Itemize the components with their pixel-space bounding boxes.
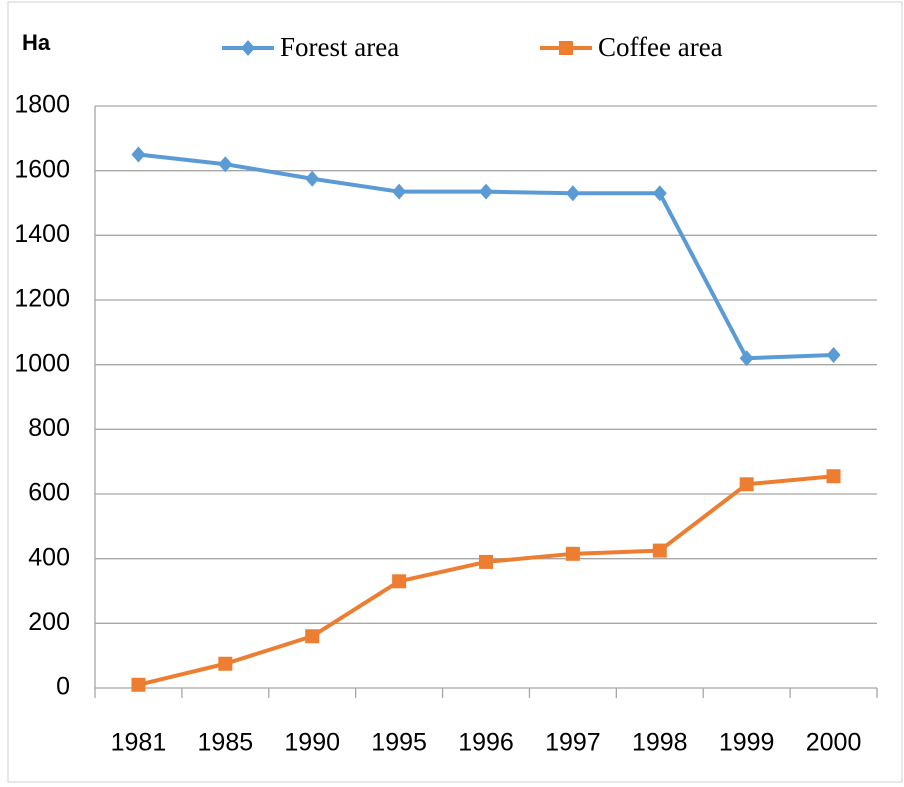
point: [739, 350, 754, 367]
point: [479, 183, 493, 200]
point: [652, 543, 667, 558]
y-tick-label: 1600: [14, 155, 70, 183]
point: [479, 554, 493, 569]
x-tick-label: 1999: [719, 729, 775, 757]
line: [137, 474, 834, 687]
x-tick-label: 1981: [111, 729, 167, 757]
point: [739, 477, 754, 492]
y-axis-label: Ha: [22, 30, 51, 55]
legend-marker: [559, 41, 573, 55]
point: [565, 546, 580, 561]
point: [652, 185, 667, 202]
point: [305, 170, 320, 187]
x-tick-label: 2000: [806, 729, 862, 757]
y-tick-label: 200: [28, 608, 70, 636]
point: [131, 677, 146, 692]
point: [826, 469, 841, 484]
point: [305, 629, 320, 644]
y-tick-label: 400: [28, 543, 70, 571]
x-tick-label: 1997: [545, 729, 601, 757]
x-tick-label: 1998: [632, 729, 688, 757]
y-tick-label: 0: [56, 673, 70, 701]
x-tick-label: 1995: [371, 729, 427, 757]
point: [392, 183, 407, 200]
y-tick-label: 800: [28, 414, 70, 442]
legend-label: Coffee area: [598, 32, 723, 62]
y-tick-label: 1800: [14, 91, 70, 119]
point: [392, 574, 407, 589]
point: [131, 146, 146, 163]
point: [826, 346, 841, 363]
y-tick-label: 1000: [14, 349, 70, 377]
x-tick-label: 1985: [198, 729, 254, 757]
legend-label: Forest area: [280, 32, 399, 62]
y-tick-label: 1400: [14, 220, 70, 248]
legend-marker: [241, 40, 255, 56]
x-tick-label: 1990: [284, 729, 340, 757]
chart-frame: [7, 1, 903, 783]
y-tick-label: 1200: [14, 285, 70, 313]
y-tick-label: 600: [28, 479, 70, 507]
x-tick-label: 1996: [458, 729, 514, 757]
point: [565, 185, 580, 202]
point: [218, 156, 233, 173]
point: [218, 656, 233, 671]
